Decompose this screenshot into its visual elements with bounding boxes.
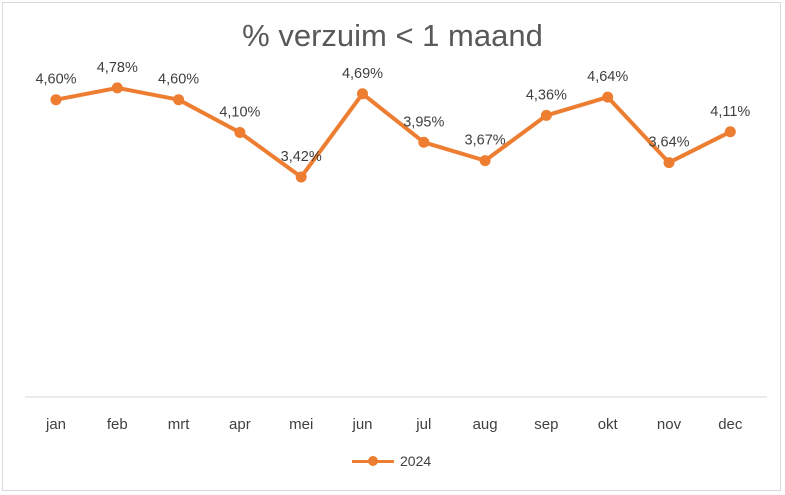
x-tick-label: aug (473, 416, 498, 433)
legend-label: 2024 (400, 453, 432, 469)
x-tick-label: nov (657, 416, 682, 433)
data-label: 3,67% (465, 133, 506, 149)
x-tick-label: okt (598, 416, 619, 433)
x-tick-label: feb (107, 416, 128, 433)
x-tick-label: mei (289, 416, 313, 433)
x-tick-label: jan (45, 416, 66, 433)
legend-swatch (352, 454, 394, 468)
x-tick-label: mrt (168, 416, 190, 433)
data-point (602, 91, 614, 103)
data-point (234, 126, 246, 138)
x-tick-label: jul (415, 416, 431, 433)
data-label: 4,36% (526, 87, 567, 103)
data-label: 4,64% (587, 69, 628, 85)
data-point (540, 109, 552, 121)
data-label: 4,60% (35, 72, 76, 88)
data-point (295, 171, 307, 183)
data-label: 4,10% (219, 104, 260, 120)
data-point (357, 88, 368, 100)
data-label: 4,11% (710, 104, 750, 120)
data-label: 4,60% (158, 72, 199, 88)
data-point (173, 94, 185, 106)
x-tick-label: jun (351, 416, 372, 433)
x-tick-label: dec (718, 416, 743, 433)
legend-marker (368, 456, 378, 466)
legend: 2024 (352, 453, 431, 469)
data-point (663, 157, 675, 169)
data-label: 3,42% (281, 149, 322, 165)
x-tick-label: sep (534, 416, 558, 433)
chart-title: % verzuim < 1 maand (242, 18, 543, 53)
data-point (479, 155, 491, 167)
series-line (55, 85, 732, 179)
data-point (111, 82, 123, 94)
data-point (50, 94, 62, 106)
data-label: 3,64% (648, 135, 689, 151)
data-label: 4,78% (97, 60, 138, 76)
data-point (724, 126, 736, 138)
data-point (418, 136, 430, 148)
data-label: 4,69% (342, 66, 383, 82)
x-tick-label: apr (229, 416, 251, 433)
data-label: 3,95% (403, 114, 444, 130)
